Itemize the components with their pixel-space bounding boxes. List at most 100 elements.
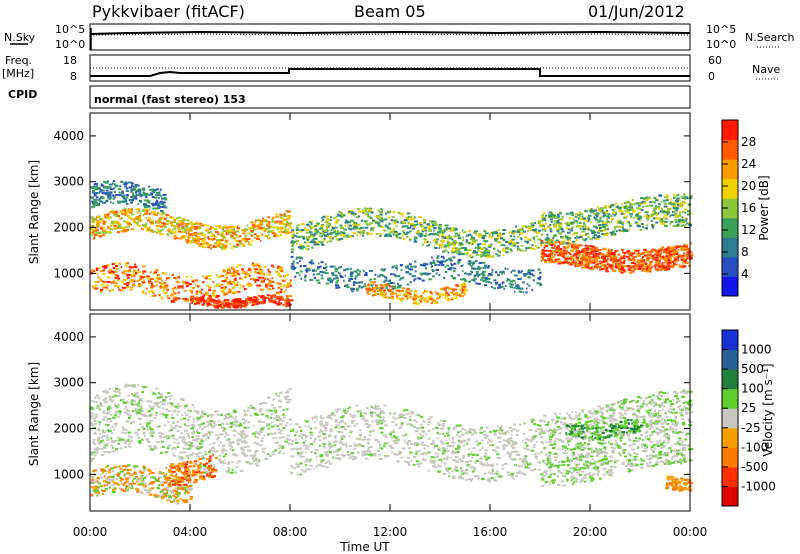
power-cell [631,266,634,269]
power-cell [500,237,504,240]
power-cell [213,301,217,304]
power-cell [152,189,156,192]
cpid-label: CPID [8,88,37,101]
power-cell [263,229,266,232]
power-cell [664,217,668,220]
power-cell [98,278,103,281]
velocity-cell [265,402,268,405]
power-cell [447,294,451,296]
power-cell [260,220,264,223]
power-cell [481,261,486,264]
velocity-cell [232,429,236,432]
velocity-cell [164,408,169,411]
power-cell [502,229,507,231]
power-cell [291,229,295,232]
power-cell [527,271,531,274]
power-cell [662,210,666,213]
power-cell [109,268,112,271]
cpid-mode: normal (fast stereo) 153 [94,93,246,106]
power-cell [537,268,541,271]
power-cell [478,262,482,264]
power-cell [257,276,262,279]
power-cell [97,224,100,227]
power-cell [460,283,464,286]
power-cell [593,231,597,234]
power-cell [197,232,202,235]
power-cell [446,297,450,300]
power-cell [607,216,611,219]
power-cell [425,290,429,293]
power-cell [640,268,643,271]
power-cell [593,212,597,215]
power-cell [279,275,282,278]
power-cell [457,260,460,263]
power-cell [116,285,121,288]
power-cell [174,299,178,302]
power-cell [90,271,94,274]
power-cell [406,283,410,286]
power-cell [208,303,212,306]
power-cell [144,208,149,211]
power-cell [384,235,388,238]
power-cell [377,214,380,217]
power-cell [120,192,125,195]
power-cell [436,257,439,260]
power-cell [649,204,652,207]
power-cell [302,237,306,240]
power-cell [315,269,318,272]
power-cell [289,279,292,282]
power-cell [496,234,499,237]
power-cell [145,229,150,232]
power-cell [428,243,431,246]
power-cell [191,291,193,294]
power-cell [225,274,228,277]
power-cell [447,268,451,271]
power-cell [479,234,483,237]
power-cell [494,239,497,242]
power-cell [219,243,222,246]
power-cell [669,257,672,260]
power-cell [349,273,353,276]
power-cell [652,217,657,220]
power-cell [216,294,220,297]
power-cell [549,218,553,221]
power-cell [406,298,409,301]
power-cell [565,227,569,230]
power-cell [355,216,359,219]
power-cell [150,222,155,225]
power-cell [402,225,406,228]
power-cell [407,217,410,220]
power-cell [267,268,270,271]
power-cell [424,267,428,270]
power-cell [444,289,447,292]
power-cell [630,224,632,227]
power-cell [549,228,552,231]
power-cell [154,279,157,282]
power-cell [681,201,685,204]
power-cell [652,256,657,259]
power-cell [150,193,153,196]
power-cell [337,213,340,216]
power-cell [144,226,149,229]
power-cell [548,239,552,242]
power-cell [413,279,415,282]
power-cell [390,293,393,296]
power-cell [136,279,139,282]
power-cell [96,196,99,199]
power-cell [443,229,446,232]
power-cell [640,203,643,206]
power-cell [354,227,357,230]
power-cell [638,204,641,207]
power-cell [670,221,674,223]
power-cell [269,294,273,297]
power-cell [681,203,683,206]
power-cell [661,220,664,223]
power-cell [286,282,291,285]
power-cell [414,260,417,263]
power-cell [602,220,604,223]
velocity-cell [242,439,246,442]
power-cell [646,218,649,221]
power-cell [173,219,176,222]
power-cell [204,233,207,236]
power-cell [580,244,583,247]
